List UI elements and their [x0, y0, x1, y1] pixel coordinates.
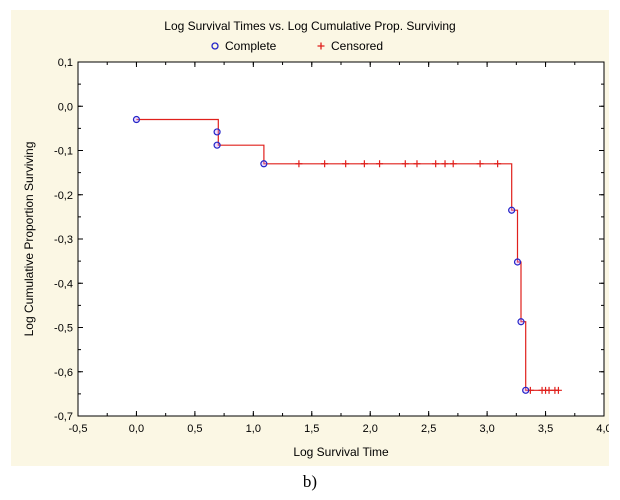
censored-point: [526, 386, 534, 394]
censored-point: [441, 160, 449, 168]
complete-point: [213, 128, 221, 136]
complete-point: [132, 115, 141, 124]
chart-panel: Log Survival Times vs. Log Cumulative Pr…: [11, 10, 609, 466]
y-tick-label: -0,6: [54, 367, 73, 379]
censored-point: [545, 386, 553, 394]
x-tick-label: 2,5: [421, 423, 436, 435]
x-tick-label: 3,5: [538, 423, 553, 435]
x-tick-label: 2,0: [363, 423, 378, 435]
x-tick-label: 3,0: [479, 423, 494, 435]
chart-title: Log Survival Times vs. Log Cumulative Pr…: [164, 19, 455, 33]
x-axis-label: Log Survival Time: [293, 445, 389, 459]
complete-point: [213, 141, 221, 149]
legend-marker-complete: [211, 42, 219, 50]
legend-marker-censored: [317, 42, 325, 50]
legend-label-censored: Censored: [331, 39, 383, 53]
censored-point: [432, 160, 440, 168]
y-tick-label: -0,2: [54, 190, 73, 202]
complete-point: [517, 318, 525, 326]
y-tick-label: 0,1: [58, 57, 73, 69]
y-tick-label: -0,1: [54, 146, 73, 158]
censored-point: [401, 160, 409, 168]
y-tick-label: 0,0: [58, 101, 73, 113]
x-tick-label: 1,0: [246, 423, 261, 435]
x-tick-label: 0,5: [187, 423, 202, 435]
legend-label-complete: Complete: [225, 39, 277, 53]
chart-svg: Log Survival Times vs. Log Cumulative Pr…: [22, 19, 609, 459]
censored-point: [360, 160, 368, 168]
complete-point: [522, 386, 530, 394]
censored-point: [321, 160, 329, 168]
figure-caption: b): [302, 472, 318, 491]
x-tick-label: 4,0: [596, 423, 609, 435]
censored-point: [494, 160, 502, 168]
censored-point: [554, 386, 562, 394]
censored-point: [376, 160, 384, 168]
censored-point: [449, 160, 457, 168]
censored-point: [342, 160, 350, 168]
complete-point: [260, 160, 268, 168]
censored-point: [295, 160, 303, 168]
complete-point: [513, 258, 522, 266]
y-tick-label: -0,5: [54, 323, 73, 335]
y-tick-label: -0,3: [54, 234, 73, 246]
y-tick-label: -0,4: [54, 278, 73, 290]
x-tick-label: 0,0: [129, 423, 144, 435]
censored-point: [413, 160, 421, 168]
y-tick-label: -0,7: [54, 411, 73, 423]
x-tick-label: -0,5: [69, 423, 88, 435]
complete-point: [508, 206, 516, 214]
x-tick-label: 1,5: [304, 423, 319, 435]
y-axis-label: Log Cumulative Proportion Surviving: [22, 142, 36, 337]
censored-point: [476, 160, 484, 168]
plot-area: [77, 61, 605, 417]
